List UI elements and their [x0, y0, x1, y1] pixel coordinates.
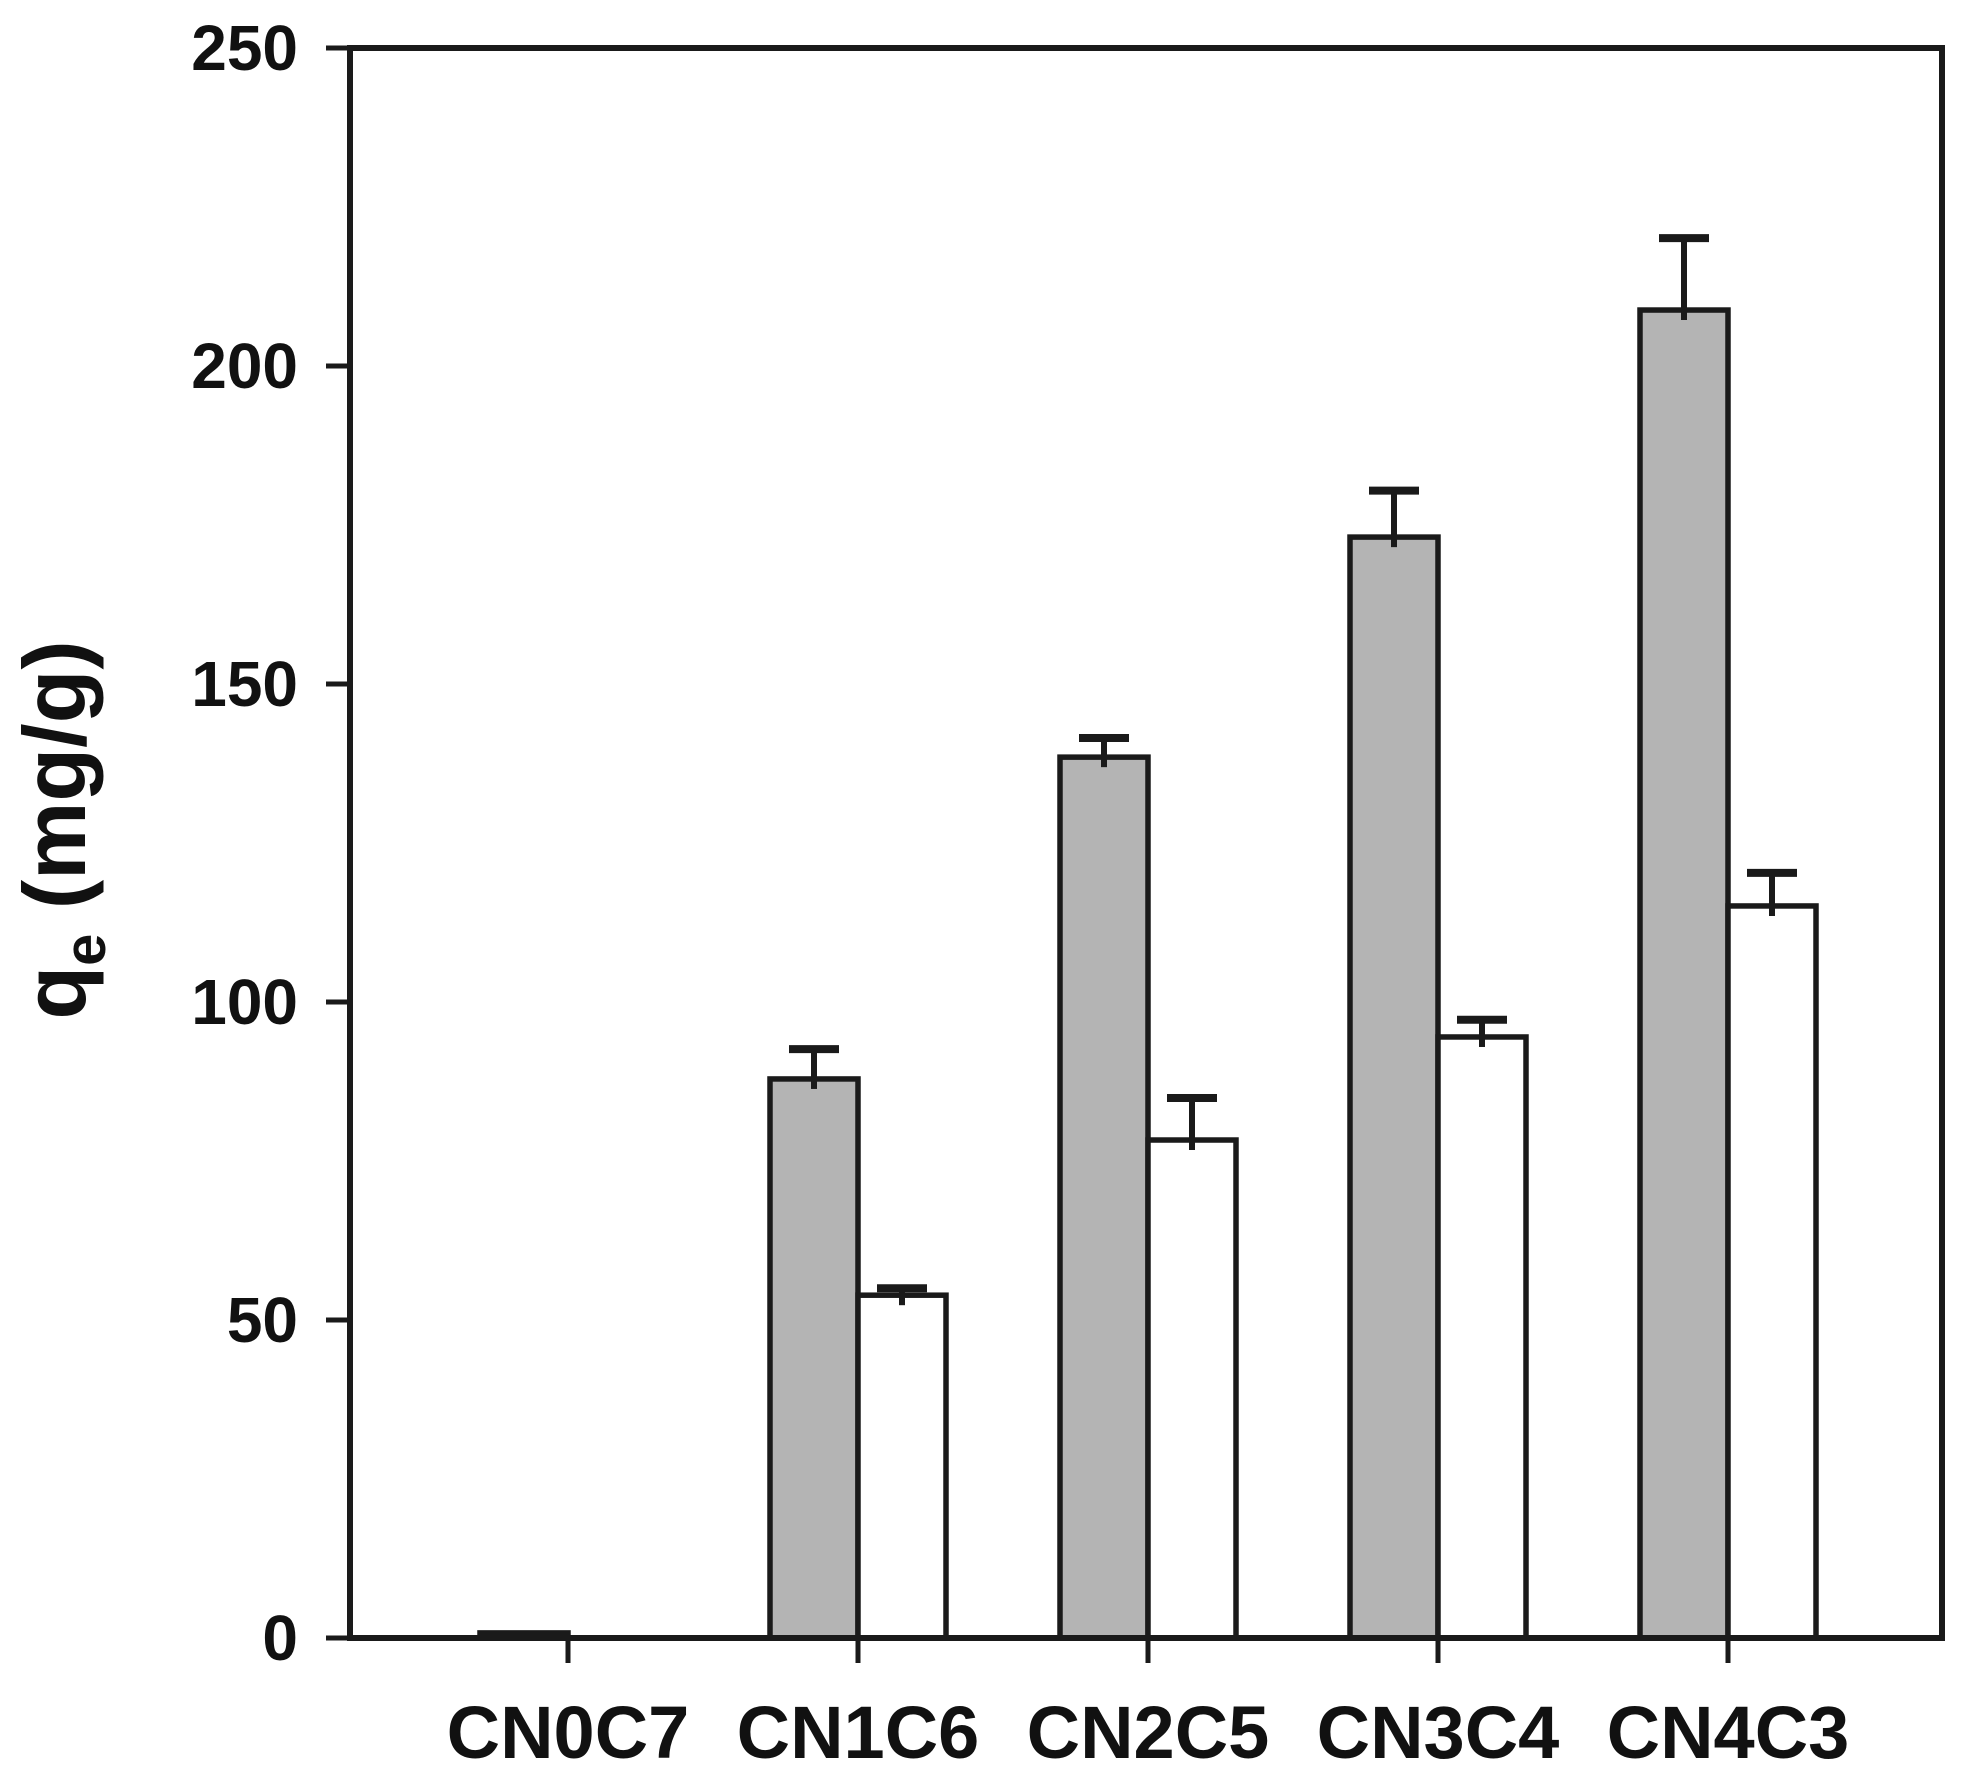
bar-cn3c4-white-open-bars	[1435, 1034, 1529, 1641]
x-tick-label-cn2c5: CN2C5	[1027, 1691, 1270, 1774]
x-tick-label-cn3c4: CN3C4	[1317, 1691, 1560, 1774]
bar-cn4c3-white-open-bars	[1725, 903, 1819, 1641]
y-tick-label-200: 200	[191, 330, 298, 402]
bar-cn2c5-gray-filled-bars	[1057, 754, 1151, 1641]
y-tick-label-250: 250	[191, 12, 298, 84]
x-tick-label-cn0c7: CN0C7	[447, 1691, 690, 1774]
x-tick-label-cn4c3: CN4C3	[1607, 1691, 1850, 1774]
bar-cn4c3-gray-filled-bars	[1637, 307, 1731, 1641]
y-tick-label-100: 100	[191, 966, 298, 1038]
x-tick-label-cn1c6: CN1C6	[737, 1691, 980, 1774]
bar-cn3c4-gray-filled-bars	[1347, 534, 1441, 1641]
y-axis-title: qe (mg/g)	[5, 640, 118, 1019]
y-tick-label-150: 150	[191, 648, 298, 720]
y-tick-label-50: 50	[227, 1284, 298, 1356]
bar-cn1c6-white-open-bars	[855, 1292, 949, 1641]
bar-cn1c6-gray-filled-bars	[767, 1076, 861, 1641]
y-tick-label-0: 0	[262, 1602, 298, 1674]
bar-cn2c5-white-open-bars	[1145, 1137, 1239, 1641]
